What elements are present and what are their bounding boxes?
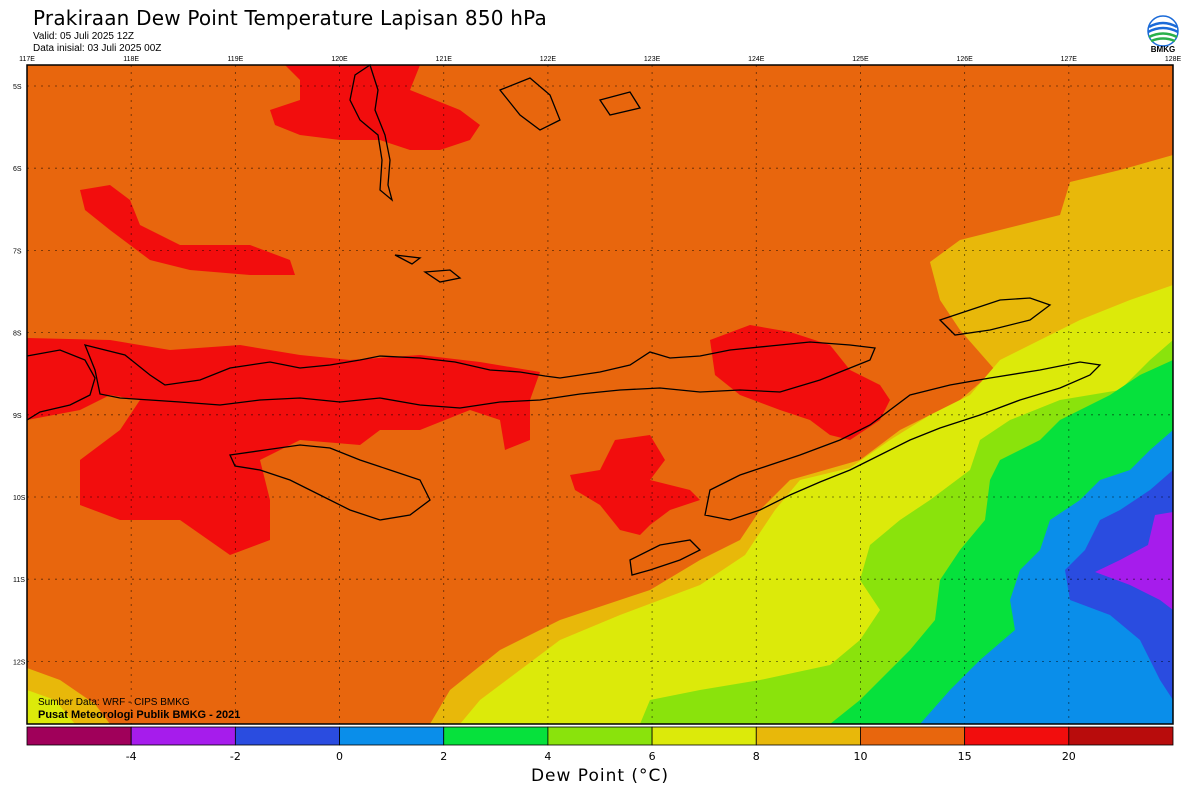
init-time: Data inisial: 03 Juli 2025 00Z (33, 43, 162, 54)
coastlines (26, 63, 1102, 576)
logo-text: BMKG (1150, 45, 1176, 54)
coastline-island-wetar (938, 297, 1052, 336)
map-grid (27, 65, 1173, 724)
lon-tick-label: 126E (956, 56, 973, 63)
lat-tick-label: 11S (13, 577, 25, 584)
field-neg4-neg2 (1095, 512, 1173, 610)
coastline-timor (704, 361, 1102, 521)
map-title: Prakiraan Dew Point Temperature Lapisan … (33, 6, 547, 30)
lat-tick-label: 12S (13, 659, 26, 666)
lon-tick-label: 120E (331, 56, 348, 63)
colorbar-segment (130, 726, 236, 746)
coastline-lombok (26, 349, 96, 421)
lat-tick-label: 9S (13, 413, 22, 420)
colorbar-tick-label: 4 (544, 750, 551, 763)
lat-tick-label: 5S (13, 84, 22, 91)
lon-tick-label: 125E (852, 56, 869, 63)
coastline-sulawesi (349, 63, 394, 202)
field-neg2-0 (1065, 470, 1173, 700)
colorbar: -4 -2 0 2 4 6 8 10 15 20 (26, 726, 1174, 763)
colorbar-tick-label: 2 (440, 750, 447, 763)
colorbar-segment (1068, 726, 1174, 746)
colorbar-tick-label: -4 (126, 750, 137, 763)
bmkg-logo-icon (1147, 15, 1179, 47)
colorbar-tick-label: 0 (336, 750, 343, 763)
lon-tick-label: 127E (1061, 56, 1078, 63)
lat-tick-label: 7S (13, 248, 22, 255)
coastline-sumba (229, 444, 431, 521)
field-0-2 (920, 430, 1173, 724)
colorbar-title: Dew Point (°C) (530, 766, 670, 786)
colorbar-tick-label: 15 (958, 750, 972, 763)
lat-labels: 5S 6S 7S 8S 9S 10S 11S 12S (13, 84, 26, 666)
source-credit: Sumber Data: WRF - CIPS BMKG (38, 697, 190, 708)
field-15-20-sumbawa (27, 338, 540, 555)
colorbar-segment (234, 726, 340, 746)
colorbar-tick-label: 6 (649, 750, 656, 763)
lon-tick-label: 121E (436, 56, 453, 63)
field-15-20-central (570, 435, 700, 535)
colorbar-segment (860, 726, 966, 746)
valid-time: Valid: 05 Juli 2025 12Z (33, 31, 134, 42)
field-6-8-sw (27, 690, 75, 724)
lon-tick-label: 124E (748, 56, 765, 63)
colorbar-segment (651, 726, 757, 746)
lon-tick-label: 118E (123, 56, 139, 63)
coastline-island-small3 (598, 91, 642, 116)
coastline-island-flores-e (498, 77, 561, 131)
lon-labels: 117E 118E 119E 120E 121E 122E 123E 124E 125E 126E… (19, 56, 1181, 63)
lon-tick-label: 117E (19, 56, 35, 63)
field-15-20-east (710, 325, 890, 440)
colorbar-segment (755, 726, 861, 746)
colorbar-tick-label: 20 (1062, 750, 1076, 763)
coastline-sumbawa (83, 341, 876, 409)
field-15-20-west (80, 185, 295, 275)
colorbar-segment (26, 726, 132, 746)
lat-tick-label: 8S (13, 331, 22, 338)
lon-tick-label: 128E (1165, 56, 1182, 63)
lon-tick-label: 123E (644, 56, 661, 63)
colorbar-tick-label: -2 (230, 750, 241, 763)
colorbar-tick-label: 8 (753, 750, 760, 763)
colorbar-segment (339, 726, 445, 746)
colorbar-segment (964, 726, 1070, 746)
map-frame (26, 64, 1174, 725)
lon-tick-label: 122E (540, 56, 557, 63)
contour-layer (27, 65, 1173, 724)
lat-tick-label: 10S (13, 495, 26, 502)
lon-tick-label: 119E (227, 56, 243, 63)
org-credit: Pusat Meteorologi Publik BMKG - 2021 (38, 709, 241, 721)
colorbar-tick-label: 10 (853, 750, 867, 763)
colorbar-segment (443, 726, 549, 746)
colorbar-segment (547, 726, 653, 746)
lat-tick-label: 6S (13, 166, 22, 173)
coastline-island-small2 (394, 254, 422, 265)
coastline-island-small1 (423, 269, 462, 283)
coastline-island-south (629, 539, 702, 576)
